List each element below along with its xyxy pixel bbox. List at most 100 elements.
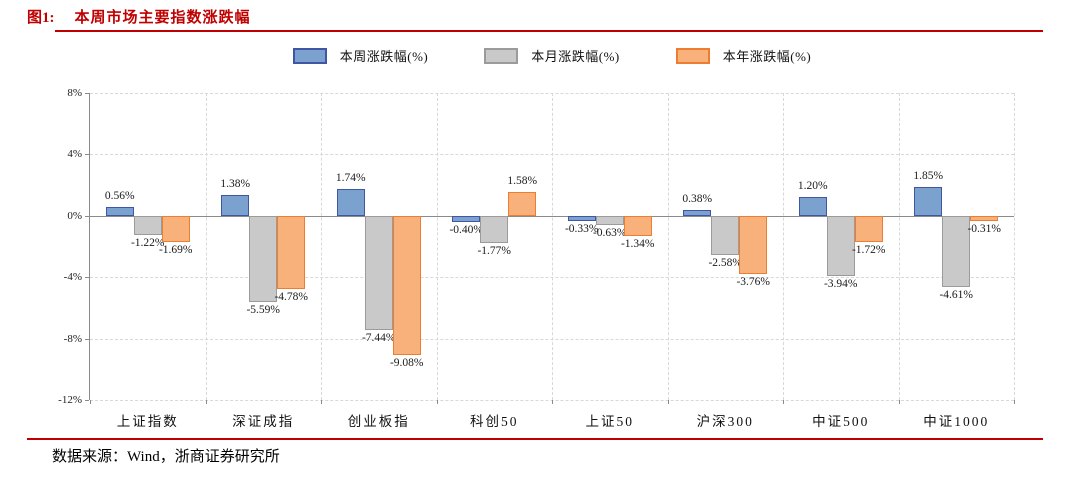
figure-title: 本周市场主要指数涨跌幅: [74, 10, 251, 26]
bar-value-label: -0.31%: [967, 222, 1002, 235]
y-axis-tick: [85, 154, 89, 156]
bar: [249, 215, 278, 302]
bar: [133, 215, 162, 235]
bar-value-label: 1.58%: [507, 174, 538, 187]
y-axis-tick: [85, 93, 89, 94]
legend-swatch: [675, 47, 710, 64]
bar-value-label: -9.08%: [389, 357, 424, 370]
y-axis-tick-label: -8%: [63, 332, 82, 345]
bar: [105, 207, 134, 216]
legend-label: 本月涨跌幅(%): [531, 49, 620, 64]
y-axis-tick: [85, 338, 89, 340]
bar: [970, 215, 999, 221]
x-axis-category-label: 中证1000: [923, 414, 990, 429]
x-axis-tick: [321, 400, 322, 404]
x-axis-tick: [667, 400, 669, 404]
x-axis-tick: [90, 400, 91, 404]
bar-value-label: 1.85%: [913, 170, 944, 183]
bar: [480, 215, 509, 243]
plot-area: 8% 4% 0% -4% -8% -12% 0.56% 1.38% 1.74% -0.40% -0.…: [58, 87, 1015, 429]
x-axis-category-label: 深证成指: [232, 414, 295, 429]
y-axis-tick-label: -4%: [63, 271, 82, 284]
x-axis-tick: [783, 400, 784, 404]
y-axis-tick-label: 4%: [67, 148, 82, 161]
bar: [826, 215, 855, 277]
legend-swatch: [484, 47, 519, 64]
legend-label: 本年涨跌幅(%): [722, 49, 812, 64]
bar: [161, 215, 190, 242]
x-axis-category-label: 沪深300: [696, 414, 754, 429]
y-axis-tick-label: -12%: [58, 394, 82, 406]
gridline-vertical: [436, 93, 438, 400]
chart-legend: 本周涨跌幅(%) 本月涨跌幅(%) 本年涨跌幅(%): [90, 46, 1014, 65]
bar-value-label: -1.72%: [851, 244, 886, 257]
bar: [854, 215, 883, 243]
gridline-vertical: [783, 93, 784, 400]
bar: [595, 215, 624, 226]
y-axis-tick: [85, 400, 89, 401]
bar: [392, 215, 421, 356]
y-axis-tick-label: 8%: [67, 87, 82, 99]
bar-value-label: -1.34%: [620, 238, 655, 251]
bar: [452, 215, 481, 222]
bar: [914, 187, 943, 216]
x-axis-category-label: 中证500: [812, 414, 870, 429]
gridline-vertical: [552, 93, 553, 400]
gridline-vertical: [321, 93, 322, 400]
y-axis-tick-label: 0%: [67, 209, 82, 222]
bar-value-label: -0.33%: [564, 222, 599, 235]
gridline-vertical: [1014, 93, 1015, 400]
gridline-vertical: [205, 93, 207, 400]
legend-item: 本周涨跌幅(%): [292, 46, 429, 65]
bar-value-label: -5.59%: [246, 303, 281, 316]
legend-item: 本月涨跌幅(%): [484, 46, 620, 65]
gridline-vertical: [898, 93, 900, 400]
bar-value-label: -1.77%: [477, 244, 512, 257]
x-axis-category-label: 上证指数: [116, 414, 179, 429]
bar-value-label: -0.63%: [592, 227, 627, 240]
bar-value-label: 0.38%: [682, 192, 713, 205]
bar-value-label: -3.76%: [736, 275, 771, 288]
x-axis-tick: [436, 400, 438, 404]
bar-value-label: -0.40%: [449, 223, 484, 236]
bar-value-label: -3.94%: [823, 278, 858, 291]
bar-value-label: 0.56%: [104, 190, 135, 203]
bar: [336, 189, 365, 216]
bar-value-label: 1.20%: [797, 180, 828, 193]
legend-label: 本周涨跌幅(%): [339, 49, 429, 64]
x-axis-category-label: 科创50: [470, 414, 519, 429]
x-axis-category-label: 上证50: [585, 414, 634, 429]
x-axis-tick: [1014, 400, 1015, 404]
bar-value-label: -2.58%: [708, 257, 743, 270]
data-source-text: 数据来源：Wind，浙商证券研究所: [52, 449, 280, 465]
bar-value-label: -4.78%: [274, 291, 309, 304]
legend-item: 本年涨跌幅(%): [675, 46, 812, 65]
bar: [711, 215, 740, 256]
y-axis-line: [89, 93, 90, 400]
bar-value-label: -1.22%: [130, 236, 165, 249]
bar-value-label: 1.74%: [335, 172, 366, 185]
figure-number-label: 图1:: [27, 10, 55, 26]
y-axis-tick: [85, 215, 89, 217]
bar-value-label: -1.69%: [158, 243, 193, 256]
x-axis-tick: [205, 400, 207, 404]
bar: [942, 215, 971, 287]
source-rule: [27, 438, 1043, 440]
bar: [623, 215, 652, 237]
figure-header: 图1: 本周市场主要指数涨跌幅: [27, 6, 251, 27]
y-axis-tick: [85, 277, 89, 279]
x-axis-tick: [898, 400, 900, 404]
bar-value-label: -4.61%: [939, 288, 974, 301]
gridline-vertical: [667, 93, 669, 400]
x-axis-tick: [552, 400, 553, 404]
bar: [683, 209, 712, 216]
bar: [277, 215, 306, 290]
legend-swatch: [292, 47, 327, 64]
bar: [364, 215, 393, 330]
bar: [739, 215, 768, 274]
title-rule: [55, 30, 1043, 32]
x-axis-category-label: 创业板指: [347, 414, 410, 429]
bar: [798, 197, 827, 216]
bar-value-label: 1.38%: [220, 177, 251, 190]
